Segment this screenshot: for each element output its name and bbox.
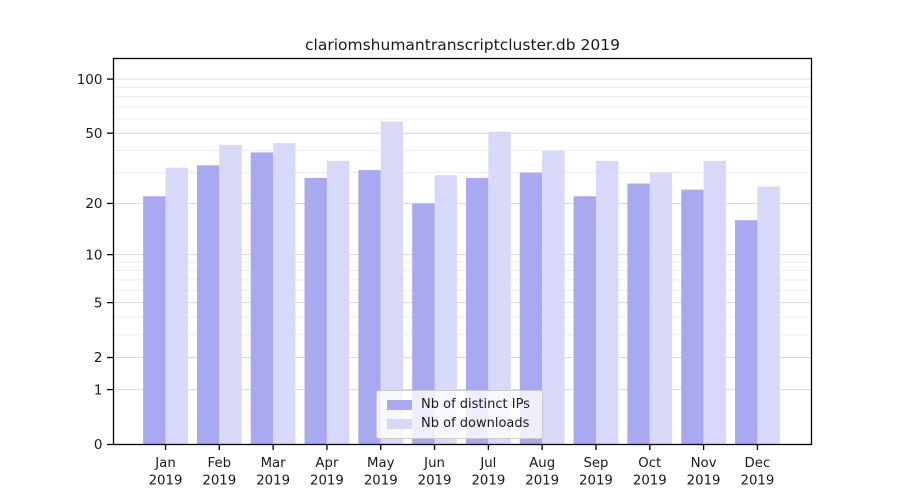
bar-jan-distinct-ips <box>143 196 166 445</box>
bar-jun-distinct-ips <box>412 203 435 445</box>
x-tick-label-jul: Jul 2019 <box>471 456 505 489</box>
legend-item-distinct-ips: Nb of distinct IPs <box>387 397 530 412</box>
bar-mar-distinct-ips <box>250 152 274 445</box>
x-tick-label-jan: Jan 2019 <box>149 456 183 489</box>
y-tick-label: 20 <box>85 196 102 212</box>
bar-mar-downloads <box>273 143 296 445</box>
y-tick-label: 5 <box>94 295 103 311</box>
x-tick-label-oct: Oct 2019 <box>633 456 667 489</box>
legend-swatch-distinct-ips-icon <box>387 399 412 410</box>
y-tick-label: 0 <box>94 437 103 453</box>
chart-title: clariomshumantranscriptcluster.db 2019 <box>305 36 620 54</box>
bar-may-distinct-ips <box>358 170 381 445</box>
bar-nov-distinct-ips <box>681 189 704 445</box>
bar-oct-downloads <box>649 172 673 445</box>
x-tick-label-apr: Apr 2019 <box>310 456 344 489</box>
bar-aug-downloads <box>542 150 565 445</box>
bar-dec-downloads <box>757 186 780 445</box>
bar-apr-downloads <box>326 160 350 445</box>
bar-aug-distinct-ips <box>519 172 543 445</box>
bar-nov-downloads <box>703 160 726 445</box>
bar-sep-distinct-ips <box>573 196 596 445</box>
bar-feb-downloads <box>219 144 242 445</box>
legend: Nb of distinct IPs Nb of downloads <box>376 390 543 439</box>
bar-oct-distinct-ips <box>627 183 650 445</box>
bar-feb-distinct-ips <box>196 165 220 445</box>
x-tick-label-nov: Nov 2019 <box>687 456 721 489</box>
bar-sep-downloads <box>595 160 619 445</box>
x-tick-label-sep: Sep 2019 <box>579 456 613 489</box>
bar-dec-distinct-ips <box>735 220 758 445</box>
y-tick-label: 50 <box>85 126 102 142</box>
x-tick-label-dec: Dec 2019 <box>740 456 774 489</box>
x-tick-label-mar: Mar 2019 <box>256 456 290 489</box>
x-tick-label-jun: Jun 2019 <box>418 456 452 489</box>
y-tick-label: 2 <box>94 350 103 366</box>
x-tick-label-feb: Feb 2019 <box>202 456 236 489</box>
y-tick-label: 10 <box>85 247 102 263</box>
x-tick-label-aug: Aug 2019 <box>525 456 559 489</box>
y-tick-label: 1 <box>94 382 103 398</box>
legend-swatch-downloads-icon <box>387 418 412 429</box>
bar-apr-distinct-ips <box>304 177 327 445</box>
y-tick-label: 100 <box>77 72 103 88</box>
legend-label-downloads: Nb of downloads <box>421 416 530 431</box>
bar-jul-downloads <box>488 131 511 445</box>
legend-item-downloads: Nb of downloads <box>387 416 530 431</box>
axis-frame <box>112 57 813 446</box>
bar-jul-distinct-ips <box>465 177 489 445</box>
legend-label-distinct-ips: Nb of distinct IPs <box>421 397 530 412</box>
bar-may-downloads <box>380 121 404 445</box>
bar-jun-downloads <box>434 175 457 445</box>
bar-jan-downloads <box>165 167 188 445</box>
x-tick-label-may: May 2019 <box>364 456 398 489</box>
